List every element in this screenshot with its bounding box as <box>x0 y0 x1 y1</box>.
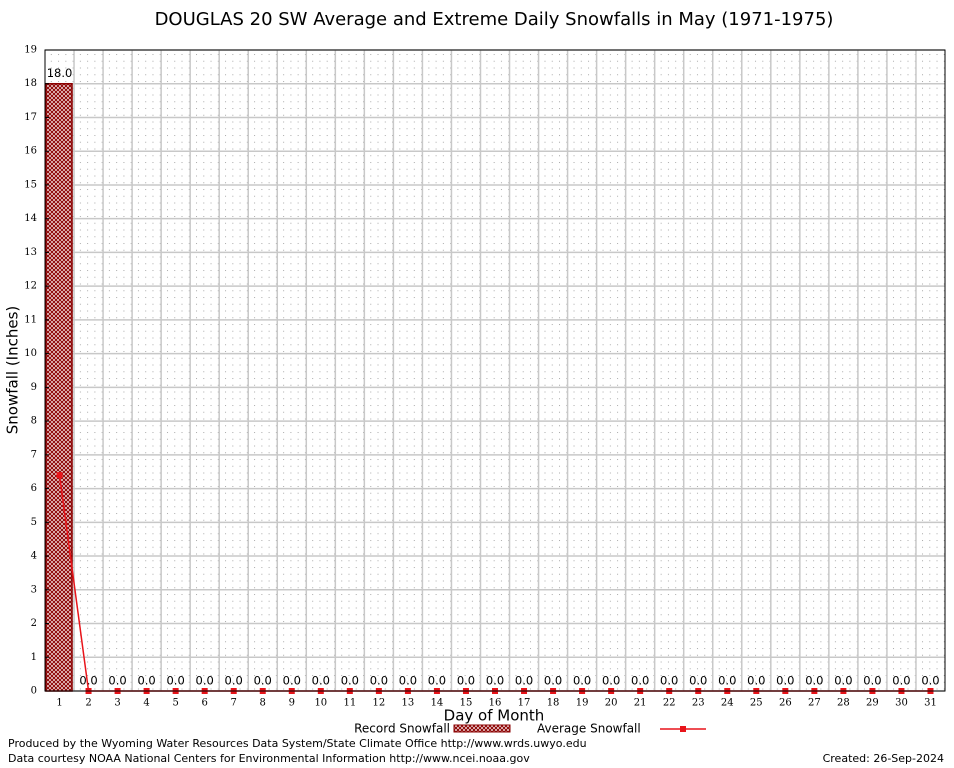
data-label: 0.0 <box>921 674 939 688</box>
data-label: 0.0 <box>79 674 97 688</box>
created-date: Created: 26-Sep-2024 <box>823 752 944 765</box>
y-tick-label: 1 <box>31 652 37 663</box>
plot-frame <box>44 49 946 692</box>
data-label: 0.0 <box>108 674 126 688</box>
x-tick-label: 7 <box>231 698 237 709</box>
y-tick-label: 7 <box>31 449 37 460</box>
legend-marker <box>680 726 686 732</box>
x-tick-label: 10 <box>314 698 327 709</box>
plot-area <box>45 50 945 691</box>
data-label: 0.0 <box>631 674 649 688</box>
x-tick-label: 26 <box>779 698 792 709</box>
x-tick-label: 2 <box>85 698 91 709</box>
chart-title: DOUGLAS 20 SW Average and Extreme Daily … <box>155 9 834 30</box>
x-tick-label: 20 <box>605 698 618 709</box>
x-tick-label: 13 <box>402 698 415 709</box>
x-tick-label: 21 <box>634 698 647 709</box>
x-axis-title: Day of Month <box>444 707 545 725</box>
data-label: 0.0 <box>457 674 475 688</box>
x-tick-label: 14 <box>431 698 444 709</box>
y-axis-title: Snowfall (Inches) <box>4 306 22 434</box>
x-tick-label: 22 <box>663 698 676 709</box>
x-tick-label: 25 <box>750 698 763 709</box>
data-label: 0.0 <box>834 674 852 688</box>
x-tick-label: 29 <box>866 698 879 709</box>
y-tick-label: 12 <box>24 281 37 292</box>
y-tick-label: 4 <box>31 551 37 562</box>
y-tick-label: 10 <box>24 348 37 359</box>
x-tick-label: 31 <box>924 698 937 709</box>
data-label: 0.0 <box>428 674 446 688</box>
data-label: 0.0 <box>312 674 330 688</box>
data-label: 0.0 <box>254 674 272 688</box>
x-tick-label: 15 <box>460 698 473 709</box>
x-tick-label: 4 <box>143 698 149 709</box>
data-label: 0.0 <box>283 674 301 688</box>
x-tick-label: 24 <box>721 698 734 709</box>
y-tick-label: 15 <box>24 179 37 190</box>
y-tick-label: 3 <box>31 584 37 595</box>
y-tick-label: 11 <box>24 314 37 325</box>
y-tick-label: 2 <box>31 618 37 629</box>
y-tick-label: 13 <box>24 247 37 258</box>
x-tick-label: 23 <box>692 698 705 709</box>
y-tick-label: 17 <box>24 112 37 123</box>
data-label: 0.0 <box>602 674 620 688</box>
legend: Record Snowfall Average Snowfall <box>354 722 706 736</box>
data-label: 0.0 <box>776 674 794 688</box>
x-tick-label: 6 <box>201 698 207 709</box>
legend-swatch <box>453 724 511 733</box>
y-tick-label: 8 <box>31 416 37 427</box>
data-label: 0.0 <box>660 674 678 688</box>
x-tick-label: 17 <box>518 698 531 709</box>
x-tick-label: 30 <box>895 698 908 709</box>
y-tick-label: 14 <box>24 213 37 224</box>
x-tick-label: 5 <box>172 698 178 709</box>
y-tick-label: 0 <box>31 686 37 697</box>
data-label: 0.0 <box>573 674 591 688</box>
data-label: 0.0 <box>544 674 562 688</box>
y-tick-label: 16 <box>24 146 37 157</box>
x-tick-label: 11 <box>343 698 356 709</box>
x-tick-label: 9 <box>289 698 295 709</box>
data-label: 0.0 <box>225 674 243 688</box>
y-tick-label: 6 <box>31 483 37 494</box>
x-tick-label: 12 <box>373 698 386 709</box>
data-label: 0.0 <box>341 674 359 688</box>
x-tick-label: 27 <box>808 698 821 709</box>
legend-label: Record Snowfall <box>354 722 450 736</box>
credit: Data courtesy NOAA National Centers for … <box>8 752 530 765</box>
data-label: 0.0 <box>689 674 707 688</box>
data-label: 0.0 <box>747 674 765 688</box>
data-label: 0.0 <box>166 674 184 688</box>
data-label: 0.0 <box>399 674 417 688</box>
line-marker <box>56 472 63 479</box>
y-tick-label: 19 <box>24 45 37 56</box>
data-label: 0.0 <box>863 674 881 688</box>
legend-label: Average Snowfall <box>537 722 641 736</box>
data-label: 18.0 <box>47 66 73 80</box>
data-label: 0.0 <box>137 674 155 688</box>
x-tick-label: 16 <box>489 698 502 709</box>
y-tick-label: 18 <box>24 78 37 89</box>
data-label: 0.0 <box>718 674 736 688</box>
x-tick-label: 19 <box>576 698 589 709</box>
x-tick-label: 18 <box>547 698 560 709</box>
x-tick-label: 8 <box>260 698 266 709</box>
data-label: 0.0 <box>805 674 823 688</box>
data-label: 0.0 <box>892 674 910 688</box>
y-tick-label: 9 <box>31 382 37 393</box>
data-label: 0.0 <box>515 674 533 688</box>
bar <box>45 82 73 692</box>
data-label: 0.0 <box>196 674 214 688</box>
x-tick-label: 28 <box>837 698 850 709</box>
data-label: 0.0 <box>486 674 504 688</box>
y-tick-label: 5 <box>31 517 37 528</box>
data-label: 0.0 <box>370 674 388 688</box>
credit: Produced by the Wyoming Water Resources … <box>8 737 587 750</box>
x-tick-label: 3 <box>114 698 120 709</box>
x-tick-label: 1 <box>56 698 62 709</box>
